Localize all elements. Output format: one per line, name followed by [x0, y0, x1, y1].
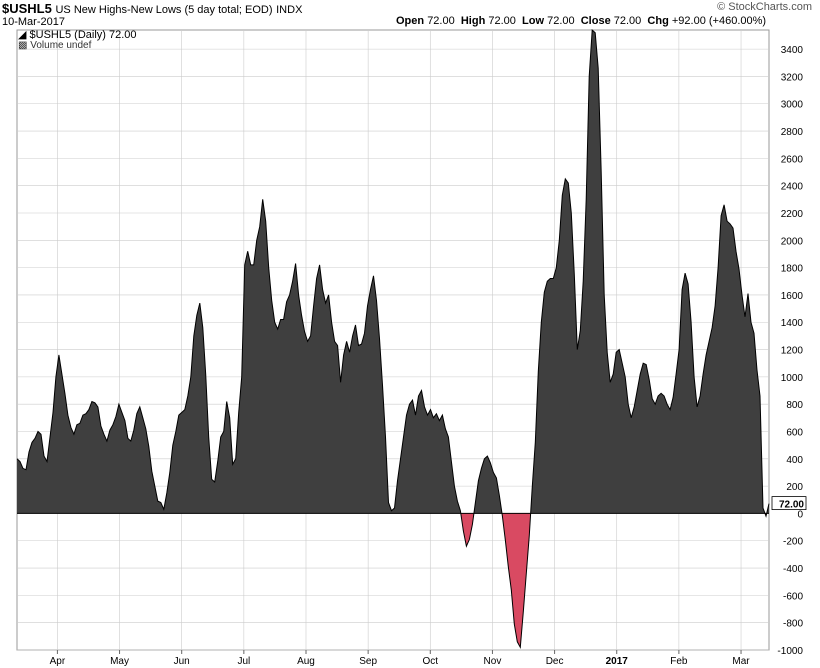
- legend-volume-label: Volume undef: [30, 40, 92, 51]
- low-label: Low: [522, 15, 545, 27]
- x-tick-label: Jun: [174, 656, 190, 667]
- x-tick-label: Sep: [359, 656, 377, 667]
- x-tick-label: Feb: [670, 656, 688, 667]
- close-value: 72.00: [613, 15, 642, 27]
- x-tick-label: Oct: [423, 656, 439, 667]
- legend-volume: ▩ Volume undef: [18, 40, 91, 51]
- y-tick-label: 2400: [781, 182, 804, 193]
- y-tick-label: -600: [783, 591, 803, 602]
- y-tick-label: 200: [786, 482, 803, 493]
- high-label: High: [460, 15, 486, 27]
- chg-value: +92.00 (+460.00%): [671, 15, 767, 27]
- y-tick-label: 400: [786, 455, 803, 466]
- brand-credit[interactable]: © StockCharts.com: [717, 1, 812, 13]
- y-tick-label: -200: [783, 537, 803, 548]
- y-tick-label: 600: [786, 427, 803, 438]
- close-label: Close: [580, 15, 611, 27]
- last-value-box: [771, 496, 807, 511]
- chg-label: Chg: [647, 15, 669, 27]
- y-tick-label: 2600: [781, 154, 804, 165]
- y-tick-label: 3200: [781, 72, 804, 83]
- ohlc-readout: Open 72.00 High 72.00 Low 72.00 Close 72…: [396, 15, 766, 27]
- y-tick-label: 3400: [781, 45, 804, 56]
- y-tick-label: 1000: [781, 373, 804, 384]
- series-icon: ◢: [18, 29, 27, 41]
- symbol-title: $USHL5 US New Highs-New Lows (5 day tota…: [2, 1, 302, 16]
- symbol-ticker: $USHL5: [2, 1, 52, 16]
- last-value-label: 72.00: [779, 500, 804, 511]
- y-tick-label: -400: [783, 564, 803, 575]
- symbol-description: US New Highs-New Lows (5 day total; EOD): [55, 4, 273, 16]
- y-tick-label: -800: [783, 619, 803, 630]
- open-value: 72.00: [427, 15, 455, 27]
- y-tick-label: 3000: [781, 100, 804, 111]
- legend-series: ◢ $USHL5 (Daily) 72.00: [18, 28, 137, 41]
- area-positive: [17, 30, 769, 514]
- y-tick-label: -1000: [777, 646, 803, 657]
- x-tick-label: Aug: [297, 656, 315, 667]
- volume-icon: ▩: [18, 40, 28, 51]
- y-tick-label: 1600: [781, 291, 804, 302]
- exchange-label: INDX: [276, 4, 303, 16]
- open-label: Open: [396, 15, 425, 27]
- x-tick-label: Apr: [50, 656, 66, 667]
- high-value: 72.00: [488, 15, 516, 27]
- y-tick-label: 1400: [781, 318, 804, 329]
- y-tick-label: 800: [786, 400, 803, 411]
- y-tick-label: 0: [797, 509, 803, 520]
- x-tick-label: 2017: [606, 656, 629, 667]
- series-line: [16, 28, 770, 650]
- plot-frame: [16, 29, 770, 651]
- chart-date: 10-Mar-2017: [2, 16, 65, 28]
- x-tick-label: Mar: [732, 656, 750, 667]
- y-tick-label: 2200: [781, 209, 804, 220]
- area-negative: [460, 513, 767, 648]
- legend-series-label: $USHL5 (Daily) 72.00: [29, 29, 137, 41]
- x-tick-label: Jul: [237, 656, 250, 667]
- x-tick-label: Dec: [546, 656, 564, 667]
- y-tick-label: 2800: [781, 127, 804, 138]
- y-tick-label: 1800: [781, 264, 804, 275]
- low-value: 72.00: [547, 15, 575, 27]
- x-tick-label: Nov: [484, 656, 502, 667]
- x-tick-label: May: [110, 656, 129, 667]
- y-tick-label: 2000: [781, 236, 804, 247]
- y-tick-label: 1200: [781, 346, 804, 357]
